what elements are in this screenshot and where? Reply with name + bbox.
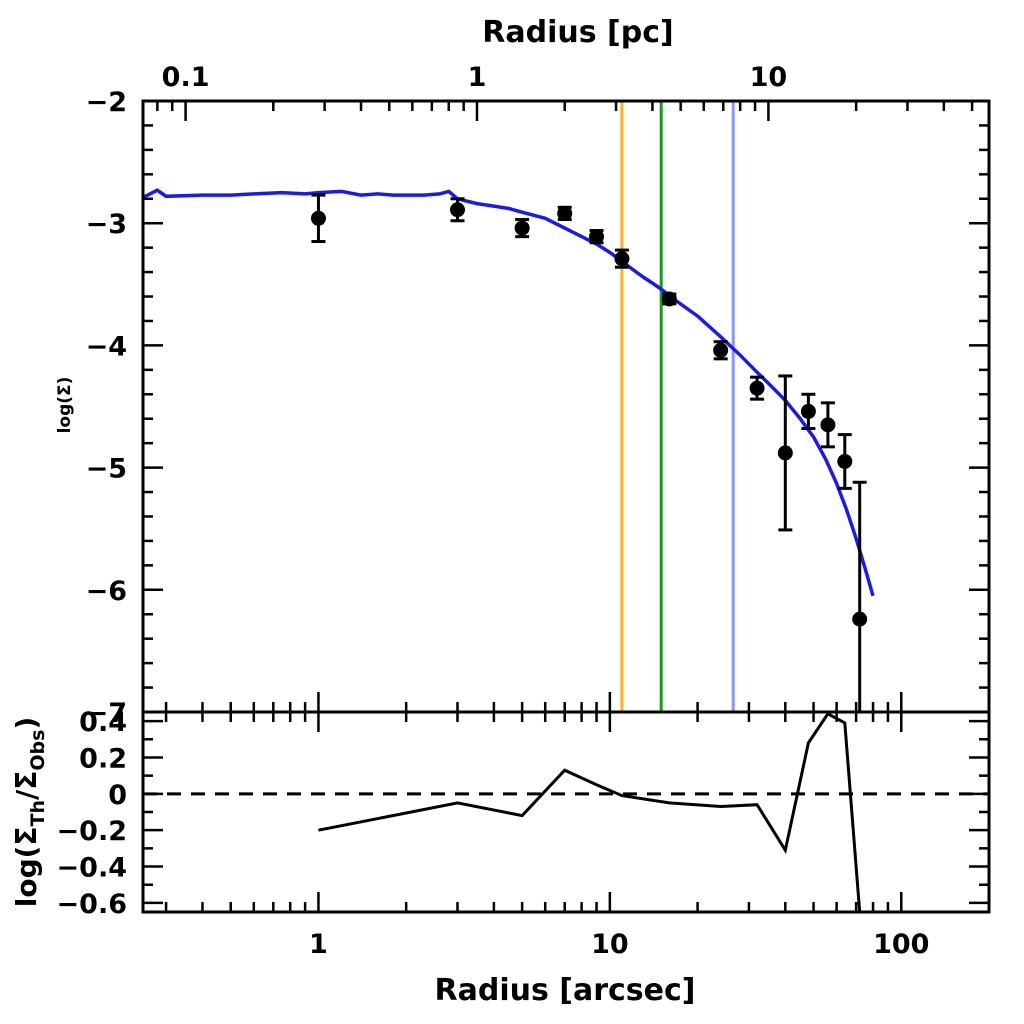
bottom-axis-title: Radius [arcsec] <box>435 973 696 1008</box>
y-tick-label: −4 <box>86 331 127 362</box>
data-point <box>749 380 765 396</box>
ratio-label-main: log(Σ <box>10 826 43 907</box>
data-point <box>713 342 729 358</box>
data-point <box>557 205 573 221</box>
data-point <box>449 202 465 218</box>
x-tick-label: 100 <box>873 929 929 960</box>
top-axis-title: Radius [pc] <box>482 15 673 50</box>
bottom-y-axis-title: log(ΣTh/ΣObs) <box>10 717 49 908</box>
x-tick-label: 10 <box>591 929 629 960</box>
data-point <box>614 251 630 267</box>
bottom-panel-frame <box>141 710 991 914</box>
x-tick-label: 1 <box>309 929 328 960</box>
data-point <box>589 229 605 245</box>
top-axis-tick-label: 0.1 <box>162 62 210 93</box>
data-points-layer <box>310 193 868 712</box>
top-y-axis-title: log(Σ) <box>55 377 75 434</box>
residual-y-tick-label: 0.4 <box>79 707 127 738</box>
ratio-label-sub-obs: Obs <box>27 730 49 771</box>
data-point <box>777 445 793 461</box>
top-axis-tick-label: 1 <box>468 62 487 93</box>
data-point <box>661 291 677 307</box>
data-point <box>837 453 853 469</box>
data-point <box>820 417 836 433</box>
residual-y-tick-label: −0.6 <box>57 889 127 920</box>
y-tick-label: −7 <box>86 698 127 729</box>
residual-y-tick-label: 0 <box>108 780 127 811</box>
top-panel <box>143 101 875 712</box>
ratio-label-end: ) <box>10 717 43 730</box>
y-tick-label: −3 <box>86 209 127 240</box>
data-point <box>852 611 868 627</box>
top-axis-tick-label: 10 <box>750 62 788 93</box>
data-point <box>310 210 326 226</box>
ratio-label-sub-th: Th <box>27 800 49 827</box>
ratio-label-mid: /Σ <box>10 771 43 800</box>
bottom-panel <box>143 712 989 913</box>
residual-line <box>318 712 862 913</box>
y-tick-label: −6 <box>86 576 127 607</box>
tick-labels: 0.1 1 10 −2 −3 −4 −5 −6 −7 1 10 100 0.4 0.2 0 −0.2 −0.4 −… <box>57 62 930 960</box>
residual-y-tick-label: −0.4 <box>57 853 127 884</box>
model-profile-line <box>143 188 875 597</box>
residual-y-tick-label: −0.2 <box>57 816 127 847</box>
data-point <box>800 403 816 419</box>
y-tick-label: −2 <box>86 87 127 118</box>
data-point <box>514 220 530 236</box>
tick-marks <box>143 101 991 912</box>
residual-y-tick-label: 0.2 <box>79 743 127 774</box>
y-tick-label: −5 <box>86 454 127 485</box>
